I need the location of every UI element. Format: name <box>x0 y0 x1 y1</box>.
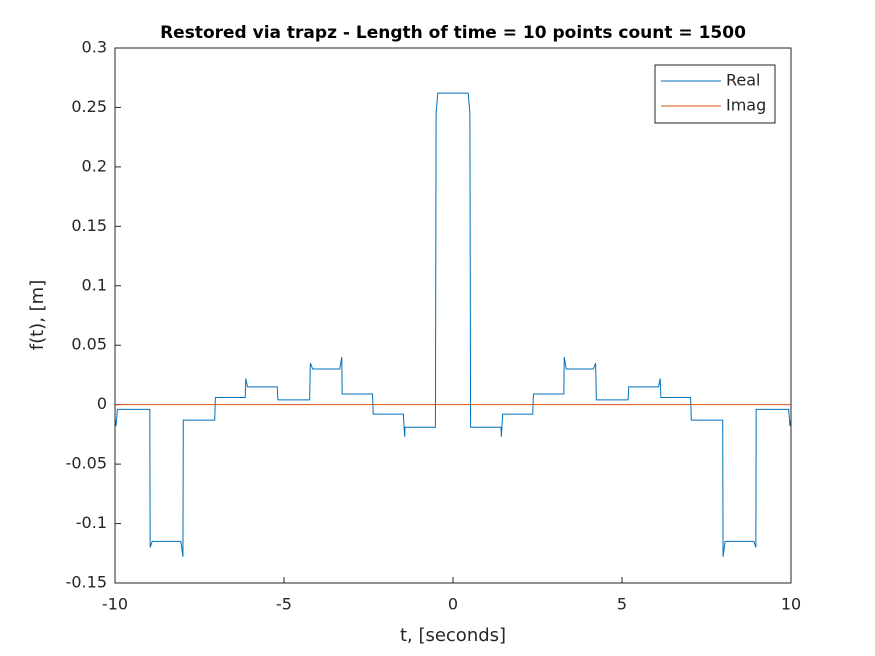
plot-area <box>115 48 791 583</box>
x-tick-label: 5 <box>617 595 627 614</box>
y-tick-label: 0.25 <box>71 97 107 116</box>
data-line <box>114 92 792 557</box>
x-tick-label: 10 <box>781 595 801 614</box>
chart-title: Restored via trapz - Length of time = 10… <box>160 23 746 43</box>
y-tick-label: 0.2 <box>82 156 107 175</box>
y-tick-label: 0.3 <box>82 38 107 57</box>
y-tick-label: 0.1 <box>82 275 107 294</box>
y-axis-label: f(t), [m] <box>27 280 48 350</box>
y-tick-label: -0.15 <box>66 573 107 592</box>
x-tick-label: 0 <box>448 595 458 614</box>
x-axis-label: t, [seconds] <box>400 625 506 646</box>
y-tick-label: 0 <box>97 394 107 413</box>
y-tick-label: -0.1 <box>76 513 107 532</box>
x-tick-label: -5 <box>276 595 292 614</box>
x-tick-label: -10 <box>102 595 128 614</box>
legend-label: Imag <box>726 96 766 115</box>
axes-box <box>114 47 792 584</box>
y-tick-label: -0.05 <box>66 454 107 473</box>
legend-label: Real <box>726 71 761 90</box>
y-tick-label: 0.15 <box>71 216 107 235</box>
y-tick-label: 0.05 <box>71 335 107 354</box>
legend-box <box>654 64 776 124</box>
